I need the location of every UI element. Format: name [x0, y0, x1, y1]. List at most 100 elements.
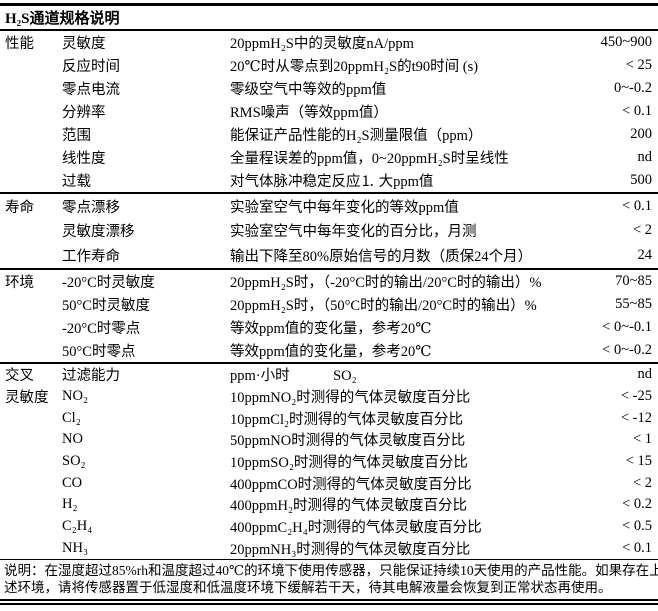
description-cell: 等效ppm值的变化量，参考20℃: [230, 320, 432, 337]
description-cell: RMS噪声（等效ppm值）: [230, 105, 388, 121]
spec-row: 性能 灵敏度 20ppmH₂S中的灵敏度nA/ppm 450~900: [0, 31, 658, 54]
value-cell: < 0.5: [622, 517, 652, 534]
spec-row: 环境 -20°C时灵敏度 20ppmH₂S时，（-20°C时的输出/20°C时的输出…: [0, 270, 658, 293]
parameter-cell: SO₂: [62, 452, 86, 469]
spec-row: CO 400ppmCO时测得的气体灵敏度百分比 < 2: [0, 472, 658, 494]
spec-row: C₂H₄ 400ppmC₂H₄时测得的气体灵敏度百分比 < 0.5: [0, 516, 658, 538]
description-cell: 实验室空气中每年变化的等效ppm值: [230, 199, 459, 216]
spec-table: 性能灵敏度 20ppmH₂S中的灵敏度nA/ppm 450~900 反应时间 20℃时从…: [0, 31, 658, 559]
value-cell: < 0~-0.1: [602, 318, 652, 335]
description-cell: ppm·小时 SO₂: [230, 368, 357, 385]
category-cell: 寿命: [5, 199, 34, 216]
spec-row: 50°C时零点 等效ppm值的变化量，参考20℃ < 0~-0.2: [0, 339, 658, 362]
parameter-cell: Cl₂: [62, 409, 81, 426]
description-cell: 零级空气中等效的ppm值: [230, 82, 387, 98]
value-cell: 0~-0.2: [613, 80, 652, 96]
description-cell: 10ppmCl₂时测得的气体灵敏度百分比: [230, 411, 464, 428]
description-cell: 对气体脉冲稳定反应⒈ 大ppm值: [230, 174, 434, 190]
category-cell: 交叉: [5, 368, 34, 385]
description-cell: 400ppmCO时测得的气体灵敏度百分比: [230, 476, 472, 493]
description-cell: 20ppmNH₃时测得的气体灵敏度百分比: [230, 541, 471, 558]
value-cell: < 0.2: [622, 496, 652, 513]
parameter-cell: 50°C时零点: [62, 343, 136, 360]
description-cell: 等效ppm值的变化量，参考20℃: [230, 343, 432, 360]
section-divider: [0, 267, 658, 270]
parameter-cell: -20°C时灵敏度: [62, 274, 155, 291]
spec-row: H₂ 400ppmH₂时测得的气体灵敏度百分比 < 0.2: [0, 494, 658, 516]
value-cell: 450~900: [600, 34, 652, 50]
footnote-line: 述环境，请将传感器置于低湿度和低温度环境下缓解若干天，待其电解液量会恢复到正常状…: [4, 579, 612, 595]
spec-row: NO 50ppmNO时测得的气体灵敏度百分比 < 1: [0, 429, 658, 451]
spec-row: 过载 对气体脉冲稳定反应⒈ 大ppm值 500: [0, 169, 658, 192]
section-performance: 性能 灵敏度 20ppmH₂S中的灵敏度nA/ppm 450~900 反应时间 20℃时从…: [0, 31, 658, 192]
value-cell: < 25: [625, 57, 652, 73]
description-cell: 输出下降至80%原始信号的月数（质保24个月）: [230, 248, 533, 265]
spec-row: 范围 能保证产品性能的H₂S测量限值（ppm） 200: [0, 123, 658, 146]
section-divider: [0, 361, 658, 364]
parameter-cell: C₂H₄: [62, 517, 93, 534]
parameter-cell: 反应时间: [62, 59, 120, 75]
category-cell: 环境: [5, 274, 34, 291]
value-cell: < -12: [620, 409, 652, 426]
description-cell: 50ppmNO时测得的气体灵敏度百分比: [230, 433, 466, 450]
parameter-cell: 零点电流: [62, 82, 120, 98]
value-cell: 70~85: [615, 272, 652, 289]
footnote: 说明：在湿度超过85%rh和温度超过40℃的环境下使用传感器，只能保证持续10天…: [0, 560, 658, 597]
value-cell: nd: [637, 366, 653, 383]
description-cell: 10ppmNO₂时测得的气体灵敏度百分比: [230, 389, 471, 406]
value-cell: < 2: [632, 474, 652, 491]
spec-row: -20°C时零点 等效ppm值的变化量，参考20℃ < 0~-0.1: [0, 316, 658, 339]
spec-row: SO₂ 10ppmSO₂时测得的气体灵敏度百分比 < 15: [0, 451, 658, 473]
category-cell: 灵敏度: [5, 389, 49, 406]
footnote-divider: [0, 558, 658, 560]
description-cell: 400ppmC₂H₄时测得的气体灵敏度百分比: [230, 519, 482, 536]
description-cell: 400ppmH₂时测得的气体灵敏度百分比: [230, 498, 468, 515]
category-cell: 性能: [5, 36, 34, 52]
spec-row: 50°C时灵敏度 20ppmH₂S时，（50°C时的输出/20°C时的输出）% 55…: [0, 293, 658, 316]
parameter-cell: NO₂: [62, 387, 88, 404]
description-cell: 全量程误差的ppm值，0~20ppmH₂S时呈线性: [230, 151, 509, 167]
parameter-cell: 过载: [62, 174, 91, 190]
section-environment: 环境 -20°C时灵敏度 20ppmH₂S时，（-20°C时的输出/20°C时的输出…: [0, 270, 658, 362]
description-cell: 实验室空气中每年变化的百分比，月测: [230, 224, 477, 241]
parameter-cell: H₂: [62, 496, 78, 513]
footnote-line: 说明：在湿度超过85%rh和温度超过40℃的环境下使用传感器，只能保证持续10天…: [4, 562, 658, 578]
parameter-cell: 分辨率: [62, 105, 106, 121]
spec-row: 反应时间 20℃时从零点到20ppmH₂S的t90时间 (s) < 25: [0, 54, 658, 77]
parameter-cell: CO: [62, 474, 83, 491]
parameter-cell: NH₃: [62, 539, 88, 556]
spec-row: 线性度 全量程误差的ppm值，0~20ppmH₂S时呈线性 nd: [0, 146, 658, 169]
section-cross-sensitivity: 交叉 过滤能力 ppm·小时 SO₂ nd 灵敏度 NO₂ 10ppmNO₂时测得的气体灵敏…: [0, 364, 658, 559]
title-divider: [0, 29, 658, 31]
spec-row: 灵敏度 NO₂ 10ppmNO₂时测得的气体灵敏度百分比 < -25: [0, 385, 658, 407]
section-divider: [0, 192, 658, 194]
value-cell: 200: [630, 126, 652, 142]
spec-row: 灵敏度漂移 实验室空气中每年变化的百分比，月测 < 2: [0, 219, 658, 244]
spec-row: 工作寿命 输出下降至80%原始信号的月数（质保24个月） 24: [0, 243, 658, 268]
description-cell: 20ppmH₂S中的灵敏度nA/ppm: [230, 36, 414, 52]
page-title: H₂S通道规格说明: [5, 11, 120, 27]
value-cell: < 1: [632, 431, 652, 448]
spec-row: 零点电流 零级空气中等效的ppm值 0~-0.2: [0, 77, 658, 100]
value-cell: nd: [637, 149, 653, 165]
description-cell: 能保证产品性能的H₂S测量限值（ppm）: [230, 128, 483, 144]
section-lifetime: 寿命 零点漂移 实验室空气中每年变化的等效ppm值 < 0.1 灵敏度漂移 实验室空气中每…: [0, 194, 658, 268]
value-cell: < -25: [620, 387, 652, 404]
description-cell: 10ppmSO₂时测得的气体灵敏度百分比: [230, 454, 468, 471]
parameter-cell: 50°C时灵敏度: [62, 297, 150, 314]
spec-row: 分辨率 RMS噪声（等效ppm值） < 0.1: [0, 100, 658, 123]
value-cell: < 0.1: [622, 103, 652, 119]
spec-row: Cl₂ 10ppmCl₂时测得的气体灵敏度百分比 < -12: [0, 407, 658, 429]
parameter-cell: NO: [62, 431, 83, 448]
value-cell: < 0.1: [622, 197, 652, 214]
value-cell: 500: [630, 172, 652, 188]
value-cell: < 0.1: [622, 539, 652, 556]
spec-row: NH₃ 20ppmNH₃时测得的气体灵敏度百分比 < 0.1: [0, 537, 658, 559]
value-cell: < 0~-0.2: [602, 341, 652, 358]
description-cell: 20℃时从零点到20ppmH₂S的t90时间 (s): [230, 59, 479, 75]
description-cell: 20ppmH₂S时，（50°C时的输出/20°C时的输出）%: [230, 297, 537, 314]
bottom-border: [0, 598, 658, 605]
parameter-cell: -20°C时零点: [62, 320, 141, 337]
parameter-cell: 过滤能力: [62, 368, 120, 385]
